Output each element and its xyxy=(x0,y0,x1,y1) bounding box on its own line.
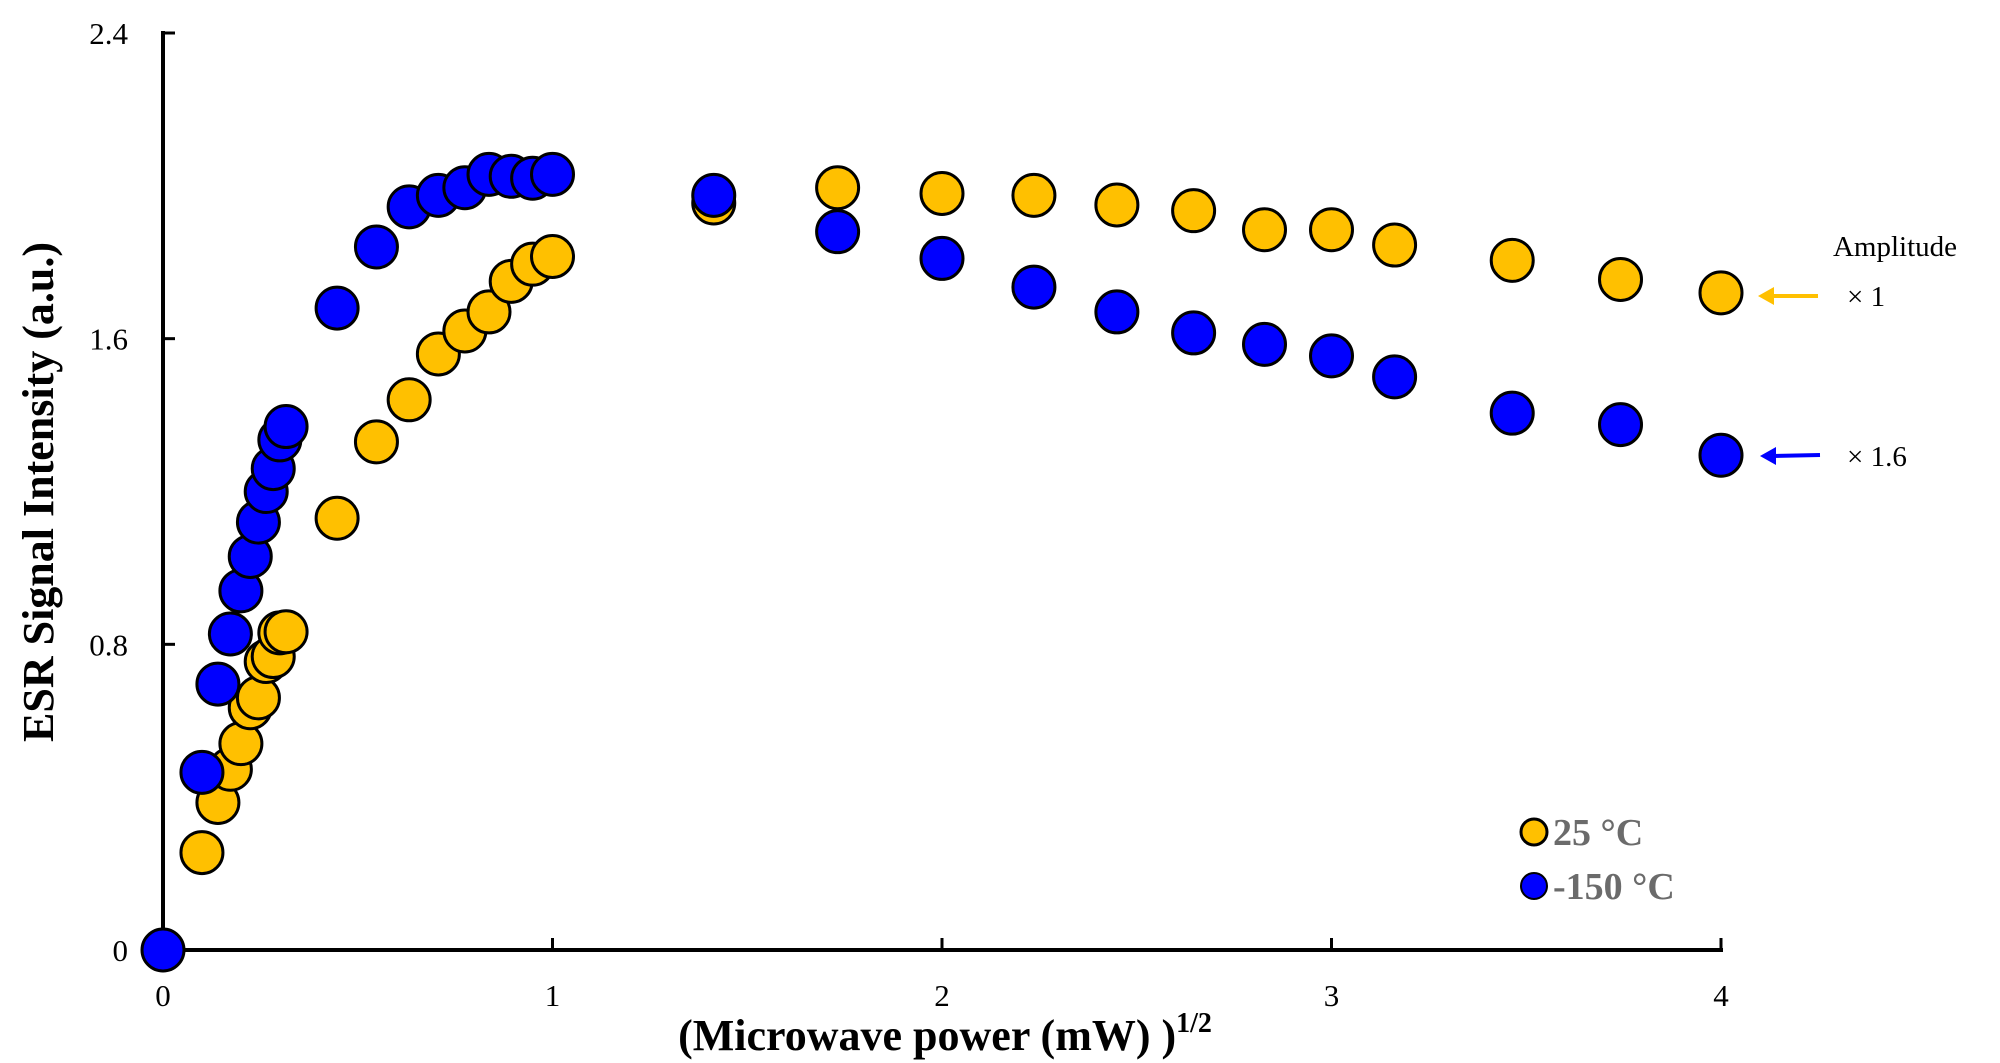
data-point xyxy=(919,170,965,216)
y-tick-label: 0 xyxy=(113,933,129,968)
data-point xyxy=(1598,402,1644,448)
data-point xyxy=(1309,333,1354,379)
data-point xyxy=(530,151,575,197)
x-tick-label: 1 xyxy=(545,978,561,1013)
data-point xyxy=(207,611,253,657)
x-axis-title-main: (Microwave power (mW) ) xyxy=(678,1011,1176,1060)
blue-arrow-icon xyxy=(1760,447,1776,465)
amplitude-heading: Amplitude xyxy=(1833,231,1957,263)
yellow-arrow-icon xyxy=(1758,287,1774,305)
x-axis-title-superscript: 1/2 xyxy=(1176,1008,1212,1039)
data-point xyxy=(1489,237,1535,283)
data-point xyxy=(179,830,225,876)
legend: 25 °C -150 °C xyxy=(1519,812,1675,908)
data-point xyxy=(353,224,399,270)
data-point xyxy=(314,285,360,331)
blue-arrow-shaft xyxy=(1771,453,1821,458)
data-point xyxy=(1242,321,1288,367)
legend-marker-minus150c xyxy=(1520,872,1548,900)
data-point xyxy=(466,289,512,335)
data-point xyxy=(353,419,399,465)
data-point xyxy=(691,172,737,218)
data-point xyxy=(1011,172,1057,218)
x-axis-title: (Microwave power (mW) )1/2 xyxy=(678,1008,1212,1060)
data-point xyxy=(314,495,360,541)
blue-factor: × 1.6 xyxy=(1847,441,1907,473)
data-point xyxy=(195,661,241,707)
data-points xyxy=(140,151,1744,973)
legend-marker-25c xyxy=(1519,817,1549,847)
data-point xyxy=(1598,256,1644,302)
x-tick-label: 0 xyxy=(155,978,171,1013)
data-point xyxy=(1094,289,1140,335)
data-point xyxy=(235,675,281,721)
x-tick-label: 4 xyxy=(1713,978,1729,1013)
data-point xyxy=(1242,207,1288,253)
data-point xyxy=(179,749,225,795)
data-point xyxy=(919,235,965,281)
data-point xyxy=(263,609,309,655)
axes xyxy=(161,31,1723,952)
y-tick-label: 2.4 xyxy=(89,16,128,51)
data-point xyxy=(1171,188,1217,234)
ticks: 0 1 2 3 4 0 0.8 1.6 2.4 xyxy=(89,16,1729,1013)
amplitude-annotation: Amplitude × 1 × 1.6 xyxy=(1758,231,1957,473)
legend-label-minus150c: -150 °C xyxy=(1553,866,1675,908)
series-minus150c xyxy=(140,151,1744,973)
data-point xyxy=(140,927,186,973)
x-tick-label: 2 xyxy=(934,978,950,1013)
data-point xyxy=(1309,207,1354,253)
data-point xyxy=(1489,390,1535,436)
series-25c xyxy=(179,165,1744,876)
data-point xyxy=(1372,354,1418,400)
data-point xyxy=(386,377,432,423)
data-point xyxy=(1698,270,1744,316)
yellow-factor: × 1 xyxy=(1847,281,1885,313)
y-tick-label: 1.6 xyxy=(89,322,128,357)
data-point xyxy=(1698,432,1744,478)
data-point xyxy=(1372,222,1418,268)
y-tick-label: 0.8 xyxy=(89,627,128,662)
legend-label-25c: 25 °C xyxy=(1553,812,1643,854)
data-point xyxy=(1011,264,1057,310)
data-point xyxy=(815,209,861,255)
data-point xyxy=(530,234,575,280)
x-tick-label: 3 xyxy=(1324,978,1340,1013)
data-point xyxy=(263,404,309,450)
data-point xyxy=(815,165,861,211)
y-axis-title: ESR Signal Intensity (a.u.) xyxy=(14,242,63,742)
data-point xyxy=(1171,310,1217,356)
data-point xyxy=(1094,182,1140,228)
